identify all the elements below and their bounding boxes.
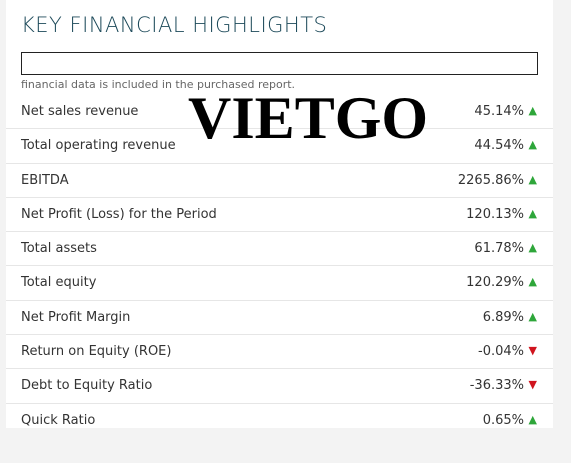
input-box[interactable] <box>21 52 538 75</box>
table-row: Return on Equity (ROE) -0.04% ▼ <box>6 335 553 370</box>
row-value: 2265.86% <box>457 172 524 188</box>
row-label: EBITDA <box>21 172 69 188</box>
watermark: VIETGO <box>188 85 429 151</box>
table-row: Net Profit (Loss) for the Period 120.13% ▲ <box>6 198 553 233</box>
row-value: -0.04% <box>478 344 524 360</box>
table-row: Total assets 61.78% ▲ <box>6 232 553 267</box>
trend-arrow: ▲ <box>528 275 537 289</box>
row-label: Net Profit (Loss) for the Period <box>21 206 217 222</box>
trend-arrow: ▲ <box>528 206 537 220</box>
trend-arrow: ▲ <box>528 172 537 186</box>
row-label: Return on Equity (ROE) <box>21 344 172 360</box>
table-row: Net Profit Margin 6.89% ▲ <box>6 301 553 336</box>
row-label: Net Profit Margin <box>21 309 131 325</box>
row-value: 6.89% <box>482 309 524 325</box>
table-row: Debt to Equity Ratio -36.33% ▼ <box>6 369 553 404</box>
table-row: Quick Ratio 0.65% ▲ <box>6 404 553 437</box>
row-label: Debt to Equity Ratio <box>21 378 153 394</box>
row-value: 120.29% <box>466 275 524 291</box>
row-value: 45.14% <box>474 104 524 119</box>
row-value: 44.54% <box>474 138 524 154</box>
trend-arrow: ▲ <box>528 138 537 152</box>
row-label: Total equity <box>21 275 97 291</box>
row-label: Total assets <box>21 241 97 257</box>
row-value: 120.13% <box>466 206 524 222</box>
trend-arrow: ▲ <box>528 104 537 117</box>
trend-arrow: ▲ <box>528 241 537 255</box>
row-label: Quick Ratio <box>21 412 96 428</box>
table: Net sales revenue 45.14% ▲ Total operating … <box>6 95 553 437</box>
trend-arrow: ▼ <box>528 378 537 392</box>
row-value: -36.33% <box>469 378 524 394</box>
table-row: Total operating revenue 44.54% ▲ <box>6 129 553 164</box>
trend-arrow: ▼ <box>528 344 537 358</box>
row-label: Net sales revenue <box>21 104 139 119</box>
table-row: Total equity 120.29% ▲ <box>6 266 553 301</box>
title: KEY FINANCIAL HIGHLIGHTS <box>21 13 328 37</box>
row-value: 0.65% <box>482 412 524 428</box>
table-row: Net sales revenue 45.14% ▲ <box>6 95 553 130</box>
row-value: 61.78% <box>474 241 524 257</box>
panel: KEY FINANCIAL HIGHLIGHTS financial data … <box>6 0 553 428</box>
trend-arrow: ▲ <box>528 412 537 426</box>
table-row: EBITDA 2265.86% ▲ <box>6 164 553 198</box>
row-label: Total operating revenue <box>21 138 176 154</box>
trend-arrow: ▲ <box>528 309 537 323</box>
note: financial data is included in the purcha… <box>21 78 296 91</box>
